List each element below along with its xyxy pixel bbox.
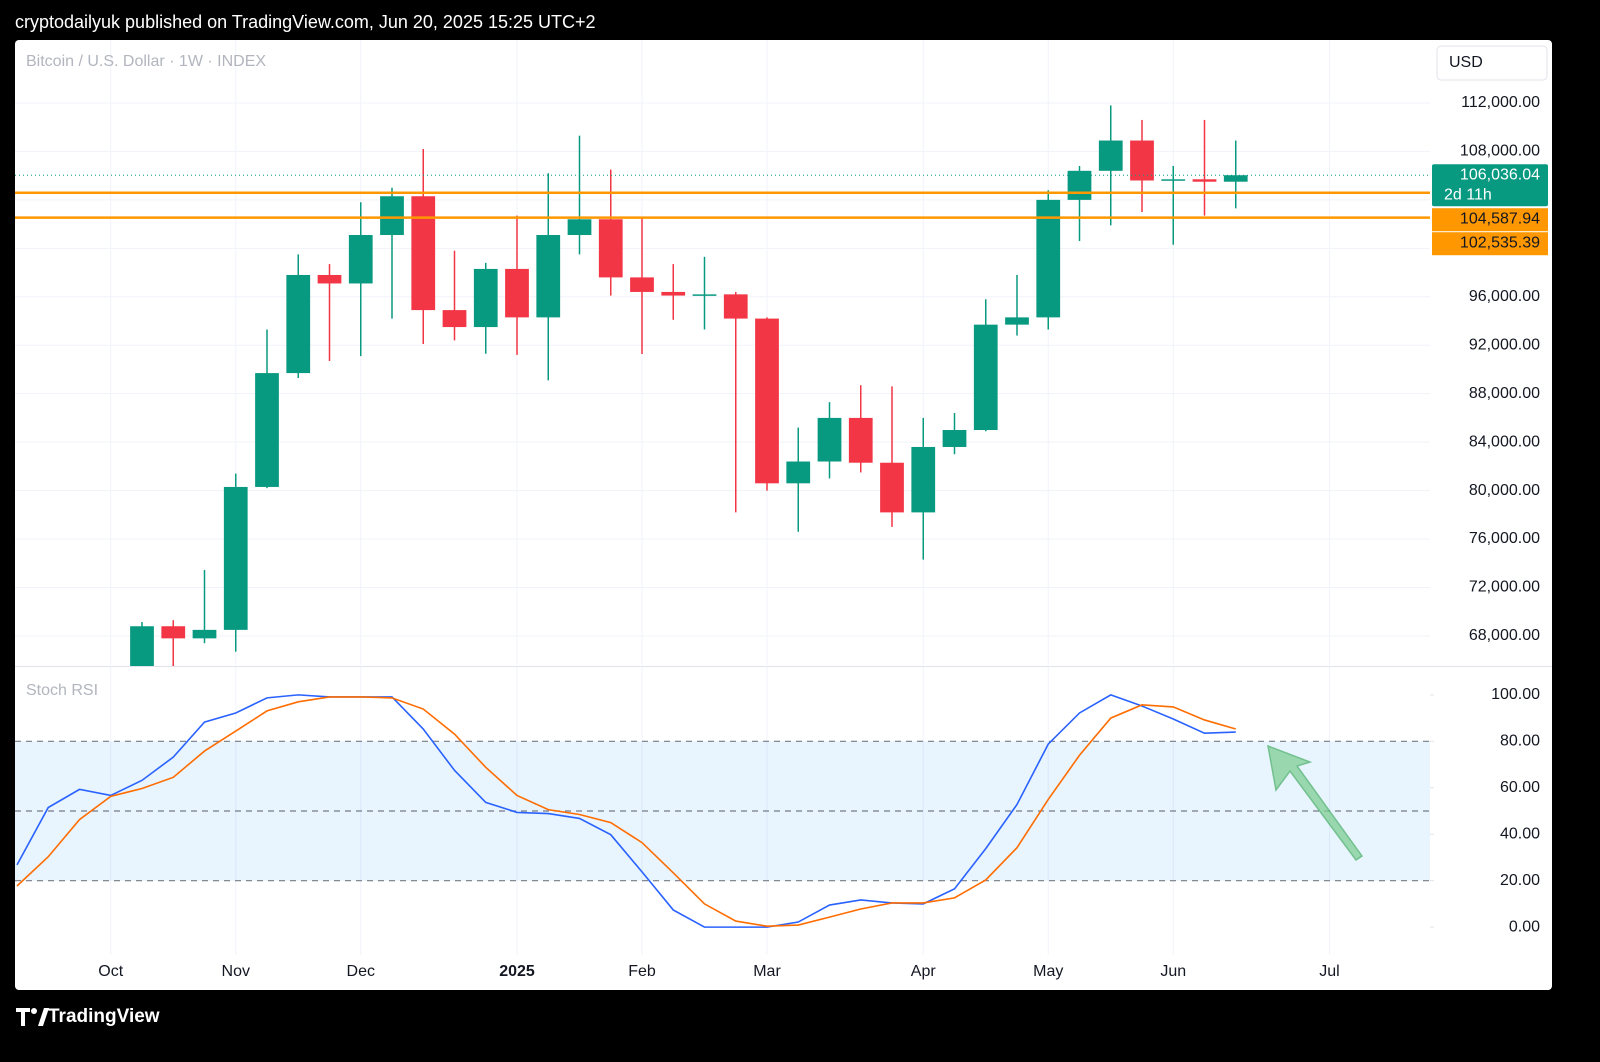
candle-body — [723, 294, 748, 319]
header-text: cryptodailyuk published on TradingView.c… — [15, 12, 596, 32]
y-tick-label: 88,000.00 — [1469, 385, 1540, 402]
chart-panel — [15, 40, 1552, 990]
last-price-box — [1432, 164, 1548, 207]
candle-body — [817, 417, 842, 462]
y-tick-label: 108,000.00 — [1460, 143, 1540, 160]
brand-logo — [16, 1008, 49, 1026]
candle-body — [505, 268, 529, 318]
x-tick-label: Oct — [98, 963, 123, 980]
y-tick-label: 84,000.00 — [1469, 433, 1540, 450]
currency-label[interactable]: USD — [1449, 54, 1483, 71]
candle-body — [1161, 179, 1186, 181]
symbol-title: Bitcoin / U.S. Dollar · 1W · INDEX — [26, 53, 266, 70]
candle-body — [380, 196, 404, 236]
indicator-title: Stoch RSI — [26, 682, 98, 699]
candle-body — [786, 461, 811, 484]
candle-body — [317, 274, 342, 284]
candle-body — [536, 235, 561, 318]
candle-body — [692, 294, 717, 296]
x-tick-label: Mar — [753, 963, 781, 980]
candle-body — [161, 626, 186, 639]
rsi-tick-label: 100.00 — [1491, 686, 1540, 703]
x-tick-label: Dec — [347, 963, 375, 980]
candle-body — [348, 235, 373, 284]
level-label: 104,587.94 — [1460, 210, 1540, 227]
level-label: 102,535.39 — [1460, 234, 1540, 251]
x-tick-label: May — [1033, 963, 1063, 980]
y-tick-label: 96,000.00 — [1469, 288, 1540, 305]
candle-body — [598, 219, 623, 278]
candle-body — [973, 324, 998, 431]
candle-body — [1098, 140, 1123, 171]
candle-body — [848, 417, 873, 463]
rsi-line — [16, 693, 1236, 928]
candle-body — [1005, 317, 1029, 325]
x-tick-label: Jul — [1319, 963, 1339, 980]
y-tick-label: 68,000.00 — [1469, 627, 1540, 644]
rsi-tick-label: 80.00 — [1500, 733, 1540, 750]
x-tick-label: Feb — [628, 963, 656, 980]
candle-body — [630, 277, 654, 292]
level-box — [1432, 208, 1548, 232]
x-tick-label: 2025 — [499, 963, 535, 980]
y-tick-label: 80,000.00 — [1469, 482, 1540, 499]
level-box — [1432, 232, 1548, 256]
candle-body — [130, 626, 154, 666]
candle-body — [880, 462, 904, 513]
candle-body — [442, 310, 467, 328]
last-price-label: 106,036.04 — [1460, 166, 1540, 183]
candle-body — [473, 268, 498, 328]
candle-body — [661, 291, 686, 296]
candle-body — [1036, 199, 1061, 318]
y-tick-label: 76,000.00 — [1469, 530, 1540, 547]
candle-body — [286, 274, 311, 374]
candle-body — [567, 219, 592, 236]
countdown-label: 2d 11h — [1444, 186, 1492, 203]
rsi-tick-label: 20.00 — [1500, 872, 1540, 889]
brand-name: TradingView — [48, 1006, 160, 1027]
rsi-line — [16, 696, 1236, 928]
candle-body — [755, 318, 779, 484]
rsi-tick-label: 0.00 — [1509, 918, 1540, 935]
candle-body — [911, 446, 936, 513]
x-tick-label: Apr — [911, 963, 937, 980]
candle-body — [1130, 140, 1154, 181]
candle-body — [1192, 179, 1217, 182]
y-tick-label: 112,000.00 — [1461, 94, 1540, 111]
candle-body — [942, 430, 967, 447]
rsi-tick-label: 60.00 — [1500, 779, 1540, 796]
arrow-annotation — [1267, 744, 1364, 862]
y-tick-label: 92,000.00 — [1469, 336, 1540, 353]
rsi-tick-label: 40.00 — [1500, 825, 1540, 842]
candle-body — [192, 629, 217, 639]
candle-body — [411, 196, 436, 311]
candle-body — [223, 486, 248, 630]
candle-body — [255, 373, 279, 487]
candle-body — [1223, 175, 1248, 182]
x-tick-label: Jun — [1160, 963, 1186, 980]
currency-button[interactable] — [1436, 45, 1548, 81]
y-tick-label: 72,000.00 — [1469, 579, 1540, 596]
x-tick-label: Nov — [222, 963, 250, 980]
